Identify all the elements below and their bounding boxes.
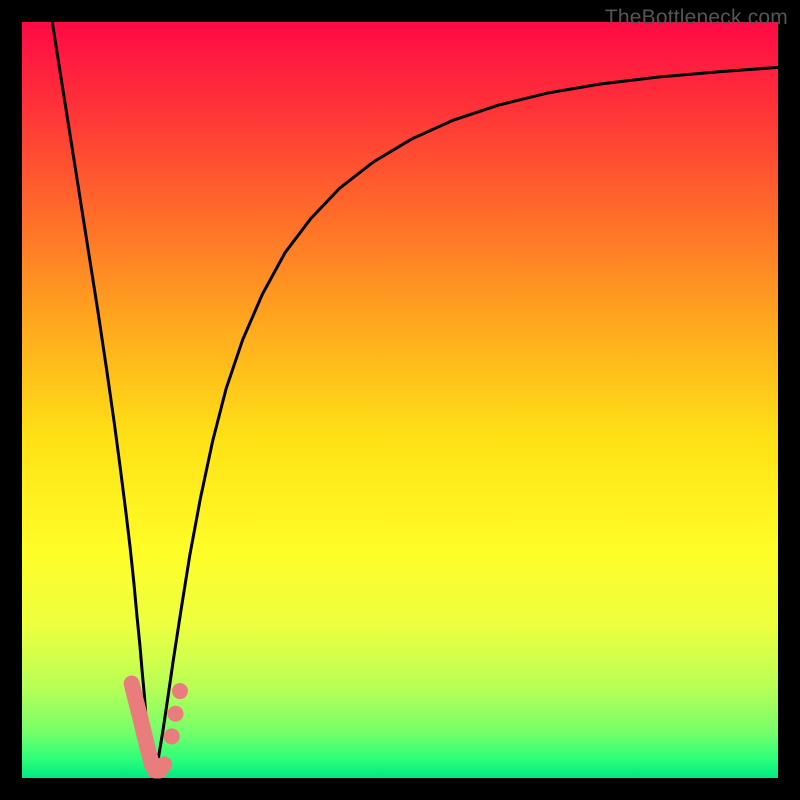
marker-dot [164, 728, 180, 744]
chart-frame: TheBottleneck.com [0, 0, 800, 800]
plot-background [22, 22, 778, 778]
marker-dot [167, 706, 183, 722]
marker-dot [172, 683, 188, 699]
bottleneck-plot [0, 0, 800, 800]
attribution-text: TheBottleneck.com [605, 6, 788, 30]
